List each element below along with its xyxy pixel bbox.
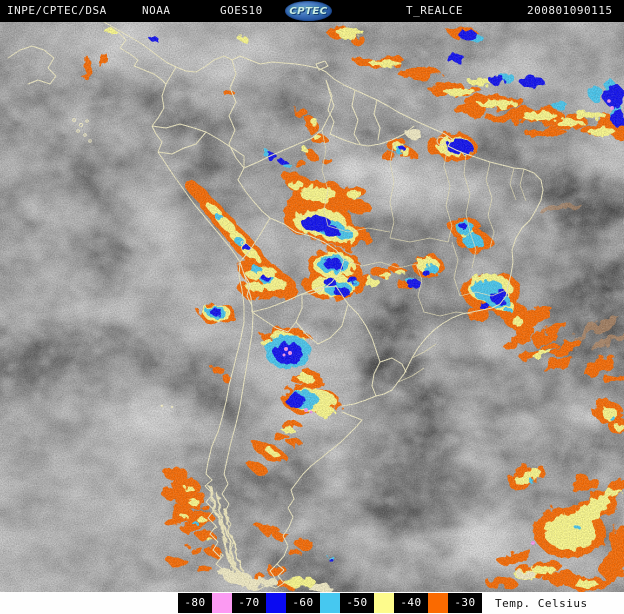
scale-label: -80 bbox=[178, 593, 212, 613]
noaa-label: NOAA bbox=[142, 4, 171, 17]
scale-label: -30 bbox=[448, 593, 482, 613]
scale-swatch-yellow bbox=[374, 593, 394, 613]
scale-label: -60 bbox=[286, 593, 320, 613]
scale-swatch-blue bbox=[266, 593, 286, 613]
scale-swatch-pink bbox=[212, 593, 232, 613]
scale-swatch-cyan bbox=[320, 593, 340, 613]
scale-label: -50 bbox=[340, 593, 374, 613]
color-scale-legend: -80 -70 -60 -50 -40 -30 Temp. Celsius bbox=[0, 592, 624, 614]
satellite-label: GOES10 bbox=[220, 4, 263, 17]
header-bar: INPE/CPTEC/DSA NOAA GOES10 CPTEC T_REALC… bbox=[0, 0, 624, 22]
scale-swatch-orange bbox=[428, 593, 448, 613]
timestamp-label: 200801090115 bbox=[527, 4, 613, 17]
agency-label: INPE/CPTEC/DSA bbox=[7, 4, 107, 17]
cptec-logo: CPTEC bbox=[285, 1, 332, 21]
temperature-scale: -80 -70 -60 -50 -40 -30 bbox=[178, 593, 482, 613]
grain-dark bbox=[0, 22, 624, 592]
legend-title: Temp. Celsius bbox=[495, 596, 588, 610]
cptec-logo-text: CPTEC bbox=[289, 5, 328, 17]
scale-label: -40 bbox=[394, 593, 428, 613]
scale-label: -70 bbox=[232, 593, 266, 613]
product-label: T_REALCE bbox=[406, 4, 463, 17]
